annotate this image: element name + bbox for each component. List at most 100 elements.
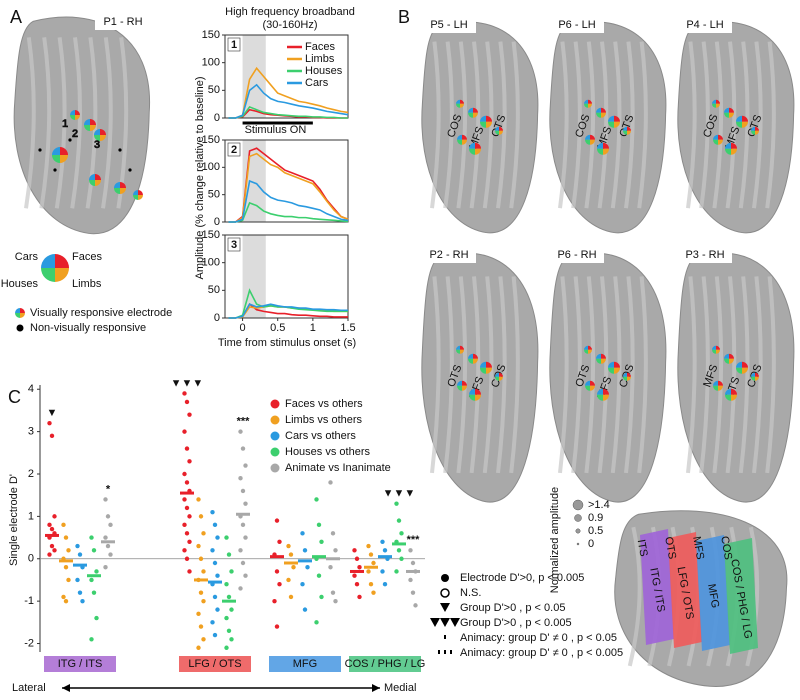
electrode-pie: [475, 388, 481, 395]
electrode-pie: [601, 358, 606, 364]
electrode-point: [201, 598, 206, 604]
label: P2 - RH: [429, 249, 468, 261]
legend-size: [574, 514, 582, 522]
brain-fold: [597, 41, 609, 209]
brain-fold: [627, 526, 642, 667]
electrode-point: [229, 607, 234, 612]
electrode-point: [210, 620, 215, 625]
electrode-pie: [486, 367, 492, 374]
label: Cars: [15, 251, 39, 263]
label: -1: [24, 595, 34, 607]
electrode-point: [366, 543, 371, 549]
electrode-pie: [718, 380, 723, 386]
series-line: [228, 179, 349, 223]
electrode-pie: [736, 367, 742, 374]
electrode-pie: [712, 349, 716, 354]
electrode-pie: [755, 372, 759, 377]
label: 0: [214, 216, 220, 228]
label: Animate vs Inanimate: [285, 462, 391, 474]
legend-title: Normalized amplitude: [549, 487, 561, 593]
electrode-point: [330, 590, 336, 595]
region-patch: [668, 532, 702, 648]
chart-number-bg: [227, 142, 241, 157]
brain-fold: [765, 276, 776, 474]
electrode-point: [215, 573, 220, 578]
electrode-pie: [138, 195, 143, 200]
electrode-point: [366, 569, 371, 574]
electrode-point: [182, 522, 187, 528]
electrode-point: [77, 552, 83, 557]
legend-symbol: [450, 618, 460, 627]
electrode-point: [108, 522, 113, 528]
electrode-point: [212, 594, 218, 600]
electrode-pie: [95, 174, 101, 180]
electrode-point: [184, 505, 190, 511]
electrode-pie: [718, 139, 723, 145]
electrode-pie: [603, 394, 609, 401]
electrode-point: [229, 637, 234, 642]
electrode-pie: [475, 148, 481, 155]
electrode-point: [66, 577, 71, 583]
electrode-point: [382, 548, 388, 553]
electrode-pie: [486, 115, 492, 122]
electrode-point: [224, 535, 229, 540]
label: 3: [28, 426, 34, 438]
electrode-pie: [608, 121, 614, 128]
electrode-point: [288, 552, 294, 557]
electrode-pie: [584, 103, 588, 108]
electrode-point: [408, 577, 413, 583]
electrode-pie: [627, 126, 631, 131]
electrode-point: [198, 556, 204, 561]
electrode-point: [371, 560, 376, 566]
brain-fold: [558, 276, 569, 474]
electrode-point: [196, 611, 201, 617]
legend-symbol: [440, 588, 450, 598]
electrode-pie: [724, 353, 729, 359]
electrode-point: [103, 565, 108, 570]
panel-letter: B: [398, 7, 410, 27]
electrode-dot: [68, 138, 72, 142]
electrode-point: [63, 565, 69, 570]
label: Electrode D'>0, p < 0.005: [460, 572, 584, 584]
electrode-point: [103, 535, 108, 540]
electrode-point: [368, 581, 374, 587]
electrode-pie: [729, 358, 734, 364]
electrode-pie: [601, 107, 606, 113]
electrode-pie: [462, 385, 467, 391]
brain-fold: [571, 276, 582, 474]
electrode-pie: [585, 380, 590, 386]
electrode-point: [182, 429, 187, 434]
electrode-point: [243, 501, 248, 506]
brain-fold: [430, 41, 441, 209]
brain-fold: [752, 276, 763, 474]
brain-fold: [24, 37, 36, 209]
brain-fold: [624, 41, 635, 209]
electrode-point: [196, 497, 201, 502]
electrode-dot: [38, 148, 42, 152]
electrode-point: [184, 531, 190, 536]
electrode-point: [226, 628, 232, 634]
electrode-pie: [725, 142, 731, 149]
electrode-pie: [55, 268, 69, 282]
label: Stimulus ON: [245, 124, 307, 136]
electrode-point: [288, 594, 294, 600]
electrode-pie: [742, 361, 748, 368]
label: 150: [202, 229, 220, 241]
series-line: [228, 105, 348, 119]
chart-number-bg: [227, 237, 241, 252]
electrode-point: [47, 522, 52, 528]
electrode-pie: [75, 115, 80, 120]
brain-fold: [712, 41, 724, 209]
legend-marker: [270, 463, 280, 473]
label: Faces: [305, 41, 335, 53]
electrode-pie: [742, 115, 748, 122]
label-bg: [422, 17, 476, 33]
electrode-pie: [716, 345, 720, 350]
electrode-pie: [584, 345, 588, 350]
label-bg: [550, 17, 604, 33]
plot-frame: [224, 34, 349, 119]
chart-number-bg: [227, 37, 241, 52]
electrode-pie: [20, 313, 25, 318]
electrode-point: [201, 637, 206, 642]
electrode-dot: [53, 168, 57, 172]
